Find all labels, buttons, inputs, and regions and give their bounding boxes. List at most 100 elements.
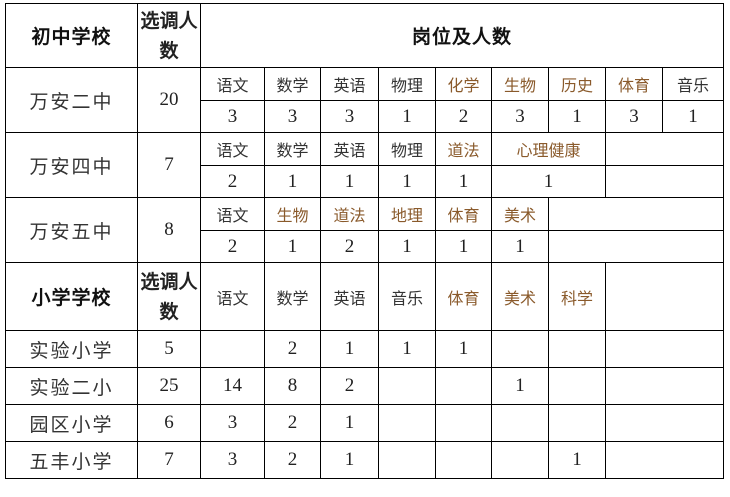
subject-count: 3 (200, 404, 265, 442)
table-row: 五丰小学 7 3 2 1 1 (5, 441, 724, 479)
subject-count: 8 (264, 367, 321, 405)
subject-label: 心理健康 (491, 132, 606, 166)
subject-label: 数学 (264, 262, 321, 331)
subject-count: 1 (491, 165, 606, 198)
subject-label: 生物 (264, 197, 321, 231)
subject-count: 2 (264, 330, 321, 368)
school-total: 20 (137, 67, 201, 133)
subject-count (548, 367, 606, 405)
table-row: 万安五中 8 语文 生物 道法 地理 体育 美术 (5, 197, 724, 263)
subject-count: 3 (200, 100, 265, 133)
header-count: 选调人数 (137, 3, 201, 68)
subject-label: 美术 (491, 262, 549, 331)
table-row: 初中学校 选调人数 岗位及人数 (5, 3, 724, 68)
header-primary-school: 小学学校 (5, 262, 138, 331)
table-row: 实验小学 5 2 1 1 1 (5, 330, 724, 368)
header-positions: 岗位及人数 (200, 3, 724, 68)
empty-cell (605, 441, 724, 479)
school-name: 园区小学 (5, 404, 138, 442)
subject-count (378, 441, 436, 479)
subject-count: 2 (320, 367, 379, 405)
subject-label: 道法 (320, 197, 379, 231)
empty-cell (605, 132, 724, 166)
subject-count: 1 (320, 441, 379, 479)
subject-count: 1 (320, 165, 379, 198)
subject-label: 体育 (435, 262, 492, 331)
header-middle-school: 初中学校 (5, 3, 138, 68)
subject-count: 1 (435, 165, 492, 198)
school-total: 8 (137, 197, 201, 263)
subject-count (491, 330, 549, 368)
subject-count: 2 (264, 404, 321, 442)
subject-label: 生物 (491, 67, 549, 101)
table-row: 实验二小 25 14 8 2 1 (5, 367, 724, 405)
subject-count: 1 (548, 441, 606, 479)
subject-label: 英语 (320, 262, 379, 331)
table-row: 万安二中 20 语文 数学 英语 物理 化学 生物 历史 体育 音乐 (5, 67, 724, 133)
subject-count: 3 (491, 100, 549, 133)
empty-cell (605, 262, 724, 331)
subject-label: 地理 (378, 197, 436, 231)
table-row: 小学学校 选调人数 语文 数学 英语 音乐 体育 美术 科学 (5, 262, 724, 331)
subject-count: 1 (264, 230, 321, 263)
subject-count (378, 367, 436, 405)
header-count: 选调人数 (137, 262, 201, 331)
subject-label: 语文 (200, 132, 265, 166)
subject-count: 2 (264, 441, 321, 479)
school-name: 实验二小 (5, 367, 138, 405)
subject-count: 2 (435, 100, 492, 133)
school-name: 实验小学 (5, 330, 138, 368)
subject-count (491, 404, 549, 442)
subject-label: 数学 (264, 132, 321, 166)
subject-label: 化学 (435, 67, 492, 101)
subject-count (491, 441, 549, 479)
subject-label: 语文 (200, 197, 265, 231)
subject-count: 1 (320, 404, 379, 442)
subject-count: 2 (200, 165, 265, 198)
school-name: 万安五中 (5, 197, 138, 263)
subject-label: 道法 (435, 132, 492, 166)
subject-label: 英语 (320, 67, 379, 101)
subject-count: 1 (662, 100, 724, 133)
empty-cell (605, 367, 724, 405)
subject-count (435, 441, 492, 479)
subject-label: 音乐 (378, 262, 436, 331)
subject-count: 1 (378, 330, 436, 368)
subject-label: 语文 (200, 67, 265, 101)
subject-label: 音乐 (662, 67, 724, 101)
school-total: 5 (137, 330, 201, 368)
subject-count (548, 330, 606, 368)
subject-label: 物理 (378, 132, 436, 166)
subject-count (548, 404, 606, 442)
empty-cell (548, 197, 724, 231)
subject-label: 体育 (435, 197, 492, 231)
subject-count: 14 (200, 367, 265, 405)
subject-count: 3 (200, 441, 265, 479)
subject-label: 数学 (264, 67, 321, 101)
subject-count: 1 (491, 230, 549, 263)
empty-cell (605, 165, 724, 198)
subject-count (200, 330, 265, 368)
subject-count: 3 (605, 100, 663, 133)
subject-count: 1 (435, 230, 492, 263)
table-row: 万安四中 7 语文 数学 英语 物理 道法 心理健康 (5, 132, 724, 198)
subject-count (435, 404, 492, 442)
empty-cell (605, 404, 724, 442)
school-total: 7 (137, 441, 201, 479)
subject-count: 1 (320, 330, 379, 368)
empty-cell (605, 330, 724, 368)
subject-label: 英语 (320, 132, 379, 166)
subject-count: 2 (320, 230, 379, 263)
subject-label: 科学 (548, 262, 606, 331)
subject-label: 物理 (378, 67, 436, 101)
school-total: 6 (137, 404, 201, 442)
school-name: 五丰小学 (5, 441, 138, 479)
school-name: 万安四中 (5, 132, 138, 198)
subject-count: 1 (264, 165, 321, 198)
subject-count: 1 (491, 367, 549, 405)
subject-count (378, 404, 436, 442)
subject-count: 1 (378, 230, 436, 263)
subject-count: 1 (378, 100, 436, 133)
